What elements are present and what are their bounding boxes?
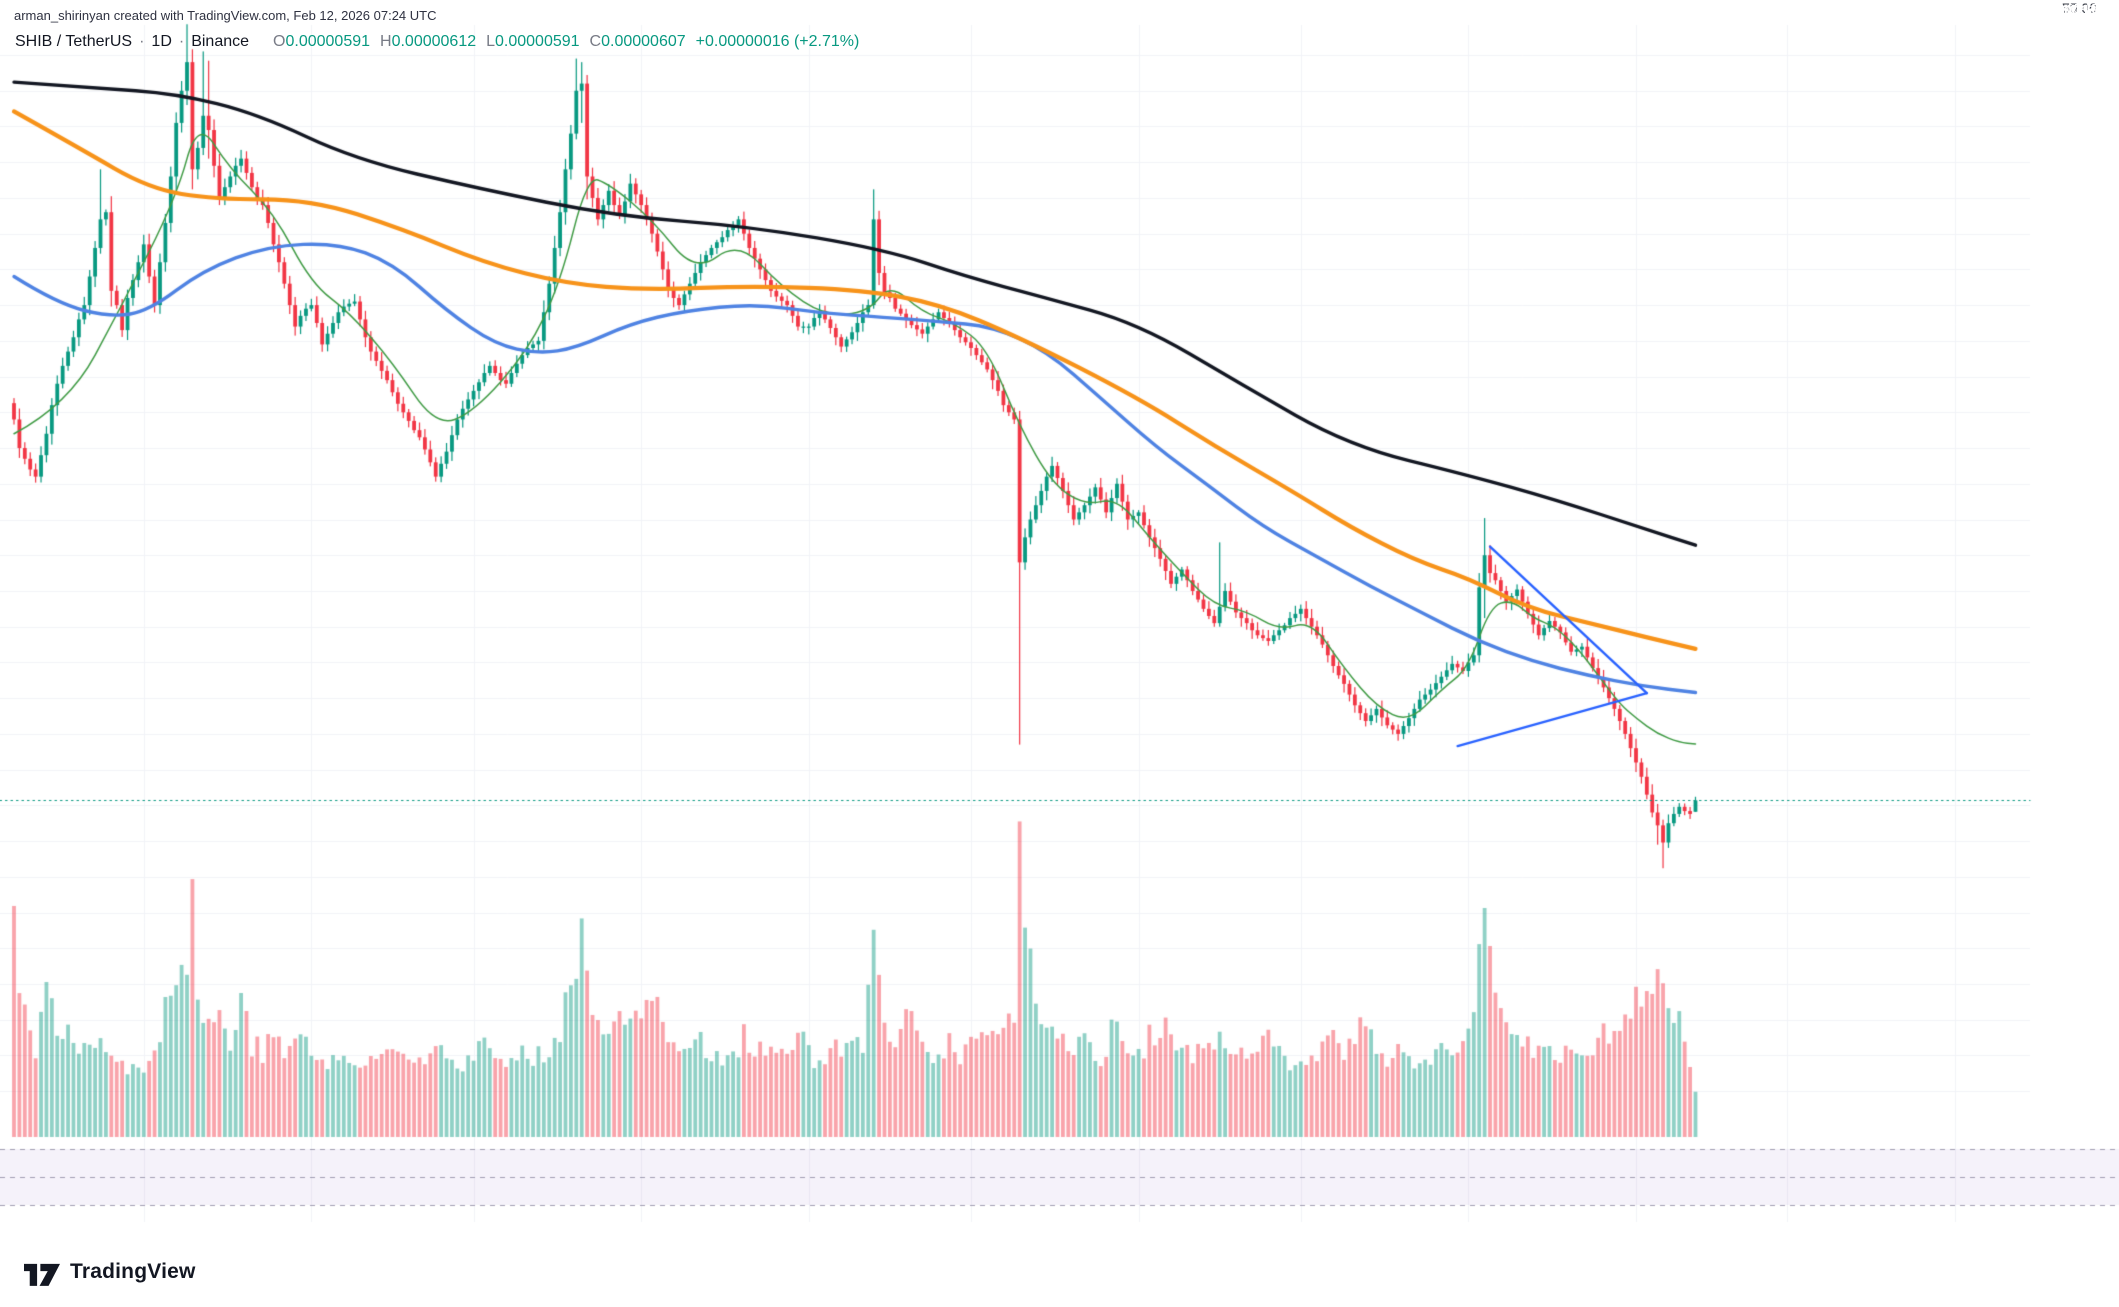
legend-ohlc: O0.00000591 H0.00000612 L0.00000591 C0.0000… (263, 33, 859, 50)
ma-slow-price-badge: 0.00000964 (2038, 3, 2110, 18)
rsi-value-badge: 36.02 (2043, 3, 2077, 18)
last-price-badge: 0.00000607 (2038, 3, 2110, 18)
price-axis[interactable]: 75.00 50.00 (2030, 0, 2119, 1307)
volume-badge: 301.35 B (2046, 3, 2102, 18)
attribution-text: arman_shirinyan created with TradingView… (14, 8, 437, 23)
legend-separator: · (139, 33, 145, 50)
ma-orange-price-badge: 0.00000819 (2038, 3, 2110, 18)
legend-exchange[interactable]: Binance (191, 33, 250, 50)
ma-blue-price-badge: 0.00000758 (2038, 3, 2110, 18)
legend-high-value: 0.00000612 (391, 33, 477, 50)
rsi-ma-badge: 33.51 (2043, 3, 2077, 18)
tradingview-logo-icon (24, 1263, 60, 1286)
tradingview-logo-text: TradingView (70, 1260, 196, 1283)
legend-low-value: 0.00000591 (495, 33, 580, 50)
legend-low-label: L (486, 33, 496, 50)
tradingview-logo[interactable]: TradingView (24, 1258, 196, 1286)
time-axis[interactable] (0, 1222, 2119, 1307)
legend-close-value: 0.00000607 (601, 33, 686, 50)
legend-high-label: H (380, 33, 392, 50)
legend-change: +0.00000016 (+2.71%) (695, 33, 860, 50)
legend-separator: · (178, 33, 185, 50)
symbol-legend: SHIB / TetherUS · 1D · Binance O0.00000591 H0.… (15, 33, 859, 51)
legend-open-label: O (273, 33, 286, 50)
ma-fast-price-badge: 0.00000686 (2038, 3, 2110, 18)
legend-close-label: C (589, 33, 602, 50)
legend-open-value: 0.00000591 (285, 33, 371, 50)
rsi-axis-label-75: 75.00 (2061, 0, 2097, 16)
legend-symbol[interactable]: SHIB / TetherUS (15, 33, 133, 50)
rsi-axis-label-50: 50.00 (2061, 0, 2097, 16)
legend-interval[interactable]: 1D (151, 33, 172, 50)
symbol-ticker-badge: SHIBUSDT (1957, 3, 2027, 18)
candle-countdown-badge: 16:35:15 (2049, 2, 2099, 16)
